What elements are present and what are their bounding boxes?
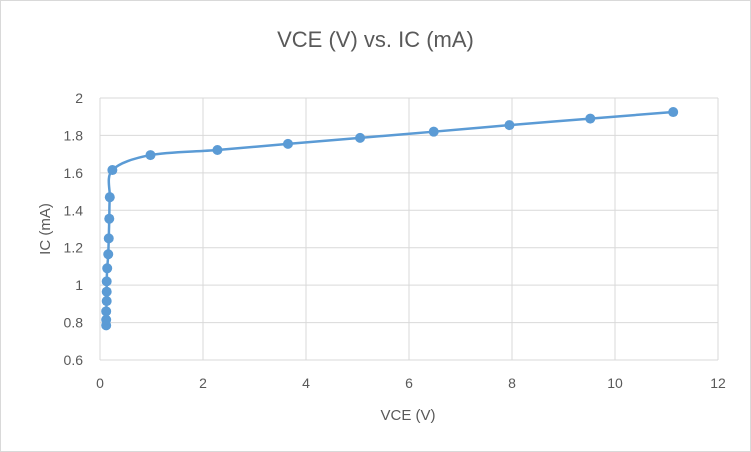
y-tick-label: 0.6 (64, 352, 84, 368)
y-tick-label: 1.2 (64, 240, 84, 256)
x-tick-label: 10 (607, 375, 623, 391)
x-tick-label: 0 (96, 375, 104, 391)
y-tick-label: 1.8 (64, 127, 84, 143)
data-point (103, 249, 114, 260)
data-point (355, 132, 366, 143)
y-tick-label: 1.6 (64, 165, 84, 181)
data-points (101, 107, 679, 331)
y-tick-label: 1 (75, 277, 83, 293)
data-point (103, 233, 114, 244)
x-tick-label: 2 (199, 375, 207, 391)
data-point (585, 113, 596, 124)
y-axis-label: IC (mA) (37, 203, 54, 255)
data-point (282, 138, 293, 149)
y-tick-label: 2 (75, 90, 83, 106)
x-axis-label: VCE (V) (380, 407, 435, 424)
data-point (145, 150, 156, 161)
data-point (101, 296, 112, 307)
y-tick-label: 0.8 (64, 315, 84, 331)
data-point (668, 107, 679, 118)
data-point (104, 192, 115, 203)
chart-title: VCE (V) vs. IC (mA) (277, 27, 474, 52)
data-point (428, 126, 439, 137)
y-tick-label: 1.4 (64, 202, 84, 218)
x-tick-label: 6 (405, 375, 413, 391)
data-point (101, 276, 112, 287)
grid (99, 97, 719, 361)
data-point (504, 120, 515, 131)
data-point (212, 145, 223, 156)
data-point (104, 213, 115, 224)
data-point (101, 306, 112, 317)
x-tick-label: 4 (302, 375, 310, 391)
series-line (104, 110, 674, 326)
x-tick-label: 8 (508, 375, 516, 391)
data-point (102, 263, 113, 274)
data-point (101, 286, 112, 297)
x-tick-label: 12 (710, 375, 726, 391)
data-point (101, 314, 112, 325)
tick-labels: 0.6 0.8 1 1.2 1.4 1.6 1.8 2 0 2 4 6 8 10 12 (64, 90, 726, 391)
data-point (107, 165, 118, 176)
